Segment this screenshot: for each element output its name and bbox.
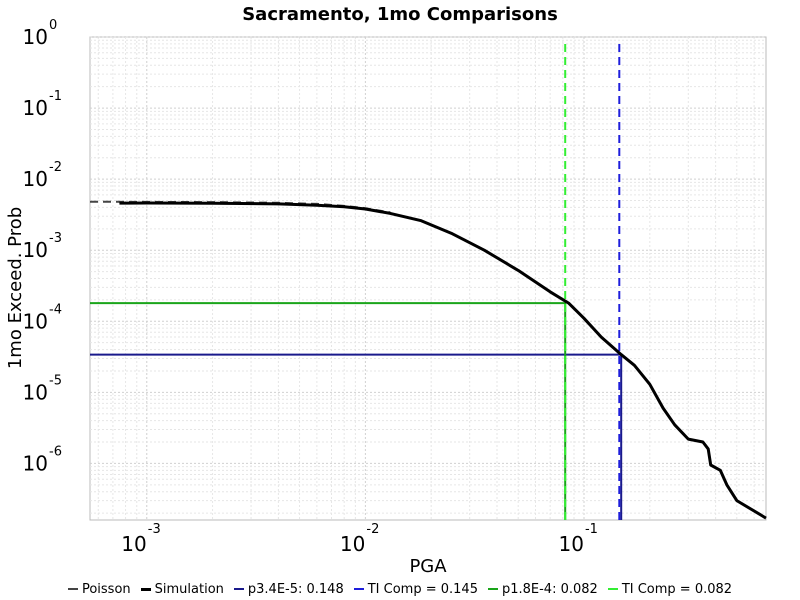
y-tick-exponent: -1 <box>49 89 62 104</box>
legend-entry: p3.4E-5: 0.148 <box>233 581 344 597</box>
legend-entry: p1.8E-4: 0.082 <box>487 581 598 597</box>
y-axis-title: 1mo Exceed. Prob <box>5 207 26 369</box>
y-tick-label: 10 <box>23 25 48 49</box>
legend-swatch <box>607 588 618 590</box>
y-tick-label: 10 <box>23 309 48 333</box>
legend-label: Poisson <box>81 581 131 597</box>
y-tick-label: 10 <box>23 238 48 262</box>
x-tick-label: 10 <box>559 532 584 556</box>
y-tick-exponent: -3 <box>49 231 62 246</box>
legend-swatch <box>140 587 151 591</box>
chart-title: Sacramento, 1mo Comparisons <box>242 4 558 25</box>
x-tick-exponent: -3 <box>148 522 161 537</box>
legend-label: TI Comp = 0.082 <box>621 581 733 597</box>
legend-swatch <box>353 588 364 590</box>
legend-entry: Poisson <box>67 581 131 597</box>
y-tick-label: 10 <box>23 380 48 404</box>
x-tick-exponent: -1 <box>585 522 598 537</box>
y-tick-exponent: -5 <box>49 373 62 388</box>
legend-entry: Simulation <box>140 581 224 597</box>
legend-swatch <box>487 588 498 590</box>
y-tick-exponent: -4 <box>49 302 62 317</box>
x-tick-label: 10 <box>340 532 365 556</box>
series-line-1 <box>119 201 767 520</box>
legend-label: p1.8E-4: 0.082 <box>501 581 598 597</box>
legend-entry: TI Comp = 0.145 <box>353 581 478 597</box>
y-tick-exponent: -6 <box>49 444 62 459</box>
legend-label: p3.4E-5: 0.148 <box>247 581 344 597</box>
grid <box>90 36 766 520</box>
legend-swatch <box>233 588 244 590</box>
series-layer <box>90 40 767 520</box>
legend-label: Simulation <box>154 581 224 597</box>
legend-entry: TI Comp = 0.082 <box>607 581 733 597</box>
legend-label: TI Comp = 0.145 <box>367 581 478 597</box>
x-tick-label: 10 <box>121 532 146 556</box>
x-tick-exponent: -2 <box>366 522 379 537</box>
legend-swatch <box>67 588 78 590</box>
x-axis-ticks: 10-310-210-1 <box>121 522 598 556</box>
y-tick-label: 10 <box>23 167 48 191</box>
y-tick-label: 10 <box>23 96 48 120</box>
x-axis-title: PGA <box>409 556 447 577</box>
plot-area <box>89 36 767 521</box>
y-tick-exponent: 0 <box>49 18 57 33</box>
legend: Poisson Simulation p3.4E-5: 0.148 TI Comp =… <box>0 579 800 599</box>
y-tick-exponent: -2 <box>49 160 62 175</box>
y-tick-label: 10 <box>23 451 48 475</box>
